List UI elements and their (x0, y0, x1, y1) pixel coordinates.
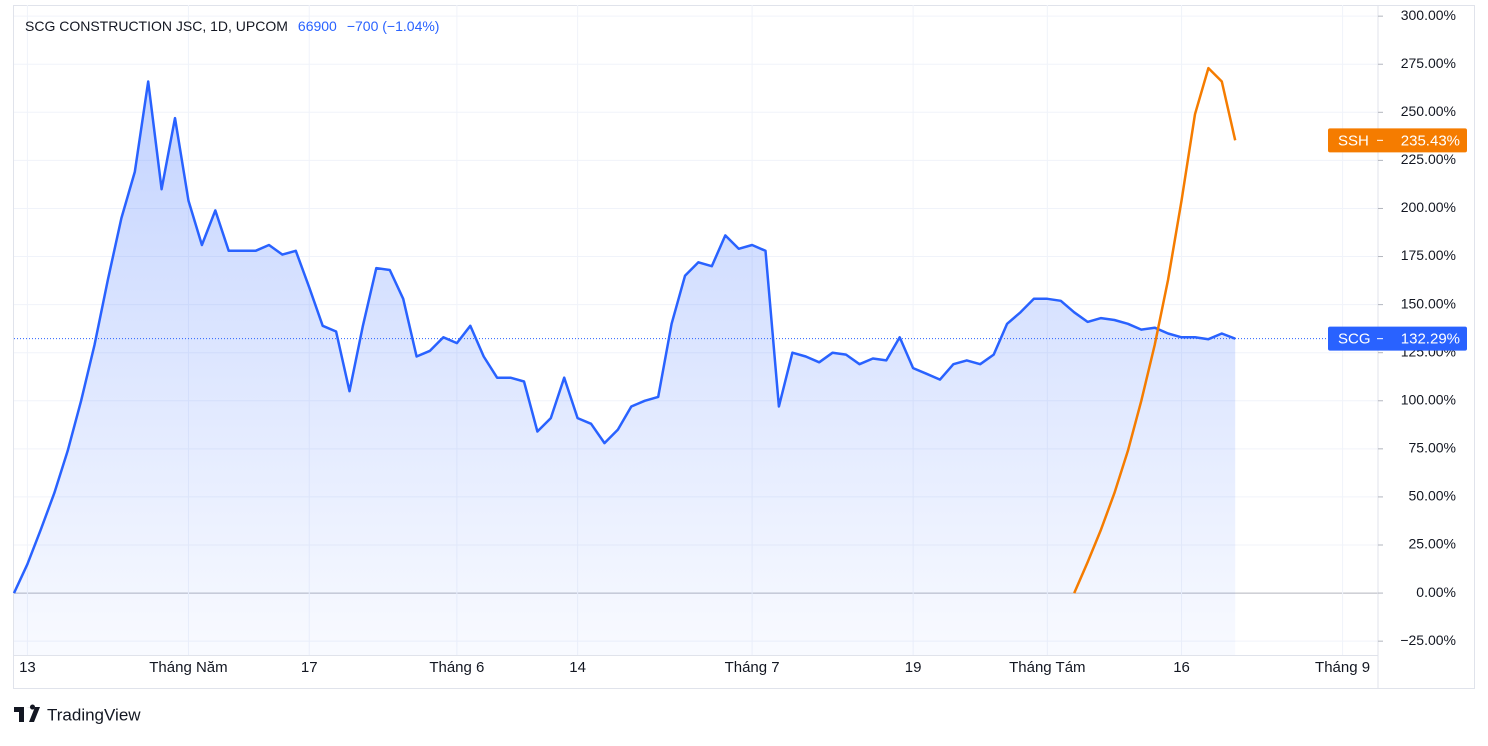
x-tick-label: 14 (569, 659, 586, 676)
plot (12, 66, 1378, 655)
price-badge-bg (1328, 326, 1467, 351)
price-badge-bg (1328, 128, 1467, 153)
price-badge-value: 235.43% (1401, 132, 1460, 149)
price-badge-name: SCG (1338, 331, 1371, 348)
y-tick-label: 50.00% (1409, 488, 1456, 504)
branding-text: TradingView (47, 705, 141, 724)
x-tick-label: Tháng 6 (429, 659, 484, 676)
y-tick-label: 150.00% (1401, 295, 1456, 311)
line (12, 80, 1236, 594)
y-tick-label: 75.00% (1409, 440, 1456, 456)
chart-legend: SCG CONSTRUCTION JSC, 1D, UPCOM 66900 −700… (25, 18, 439, 34)
line (1073, 66, 1237, 594)
y-tick-label: 25.00% (1409, 536, 1456, 552)
y-tick-label: 200.00% (1401, 199, 1456, 215)
y-tick-label: 225.00% (1401, 151, 1456, 167)
y-tick-label: 250.00% (1401, 103, 1456, 119)
x-tick-label: 16 (1173, 659, 1190, 676)
y-tick-label: 100.00% (1401, 391, 1456, 407)
x-tick-label: 13 (19, 659, 36, 676)
x-tick-label: Tháng Năm (149, 659, 227, 676)
branding-logo: TradingView (14, 704, 141, 724)
area (14, 81, 1236, 655)
chart-title: SCG CONSTRUCTION JSC, 1D, UPCOM (25, 18, 288, 34)
axes: −25.00%0.00%25.00%50.00%75.00%100.00%125… (19, 7, 1467, 676)
y-tick-label: 0.00% (1416, 584, 1456, 600)
y-tick-label: 275.00% (1401, 55, 1456, 71)
price-badge-value: 132.29% (1401, 331, 1460, 348)
x-tick-label: 19 (905, 659, 922, 676)
x-tick-label: Tháng Tám (1009, 659, 1085, 676)
price-change: −700 (−1.04%) (347, 18, 440, 34)
last-price: 66900 (298, 18, 337, 34)
price-badge: SCG 132.29% (1328, 326, 1467, 351)
x-tick-label: Tháng 7 (725, 659, 780, 676)
price-badge: SSH 235.43% (1328, 128, 1467, 153)
y-tick-label: 300.00% (1401, 7, 1456, 23)
logo-mark (29, 707, 40, 722)
x-tick-label: 17 (301, 659, 318, 676)
x-tick-label: Tháng 9 (1315, 659, 1370, 676)
y-tick-label: −25.00% (1400, 632, 1456, 648)
y-tick-label: 175.00% (1401, 247, 1456, 263)
price-badge-name: SSH (1338, 132, 1369, 149)
logo-mark (14, 704, 35, 722)
